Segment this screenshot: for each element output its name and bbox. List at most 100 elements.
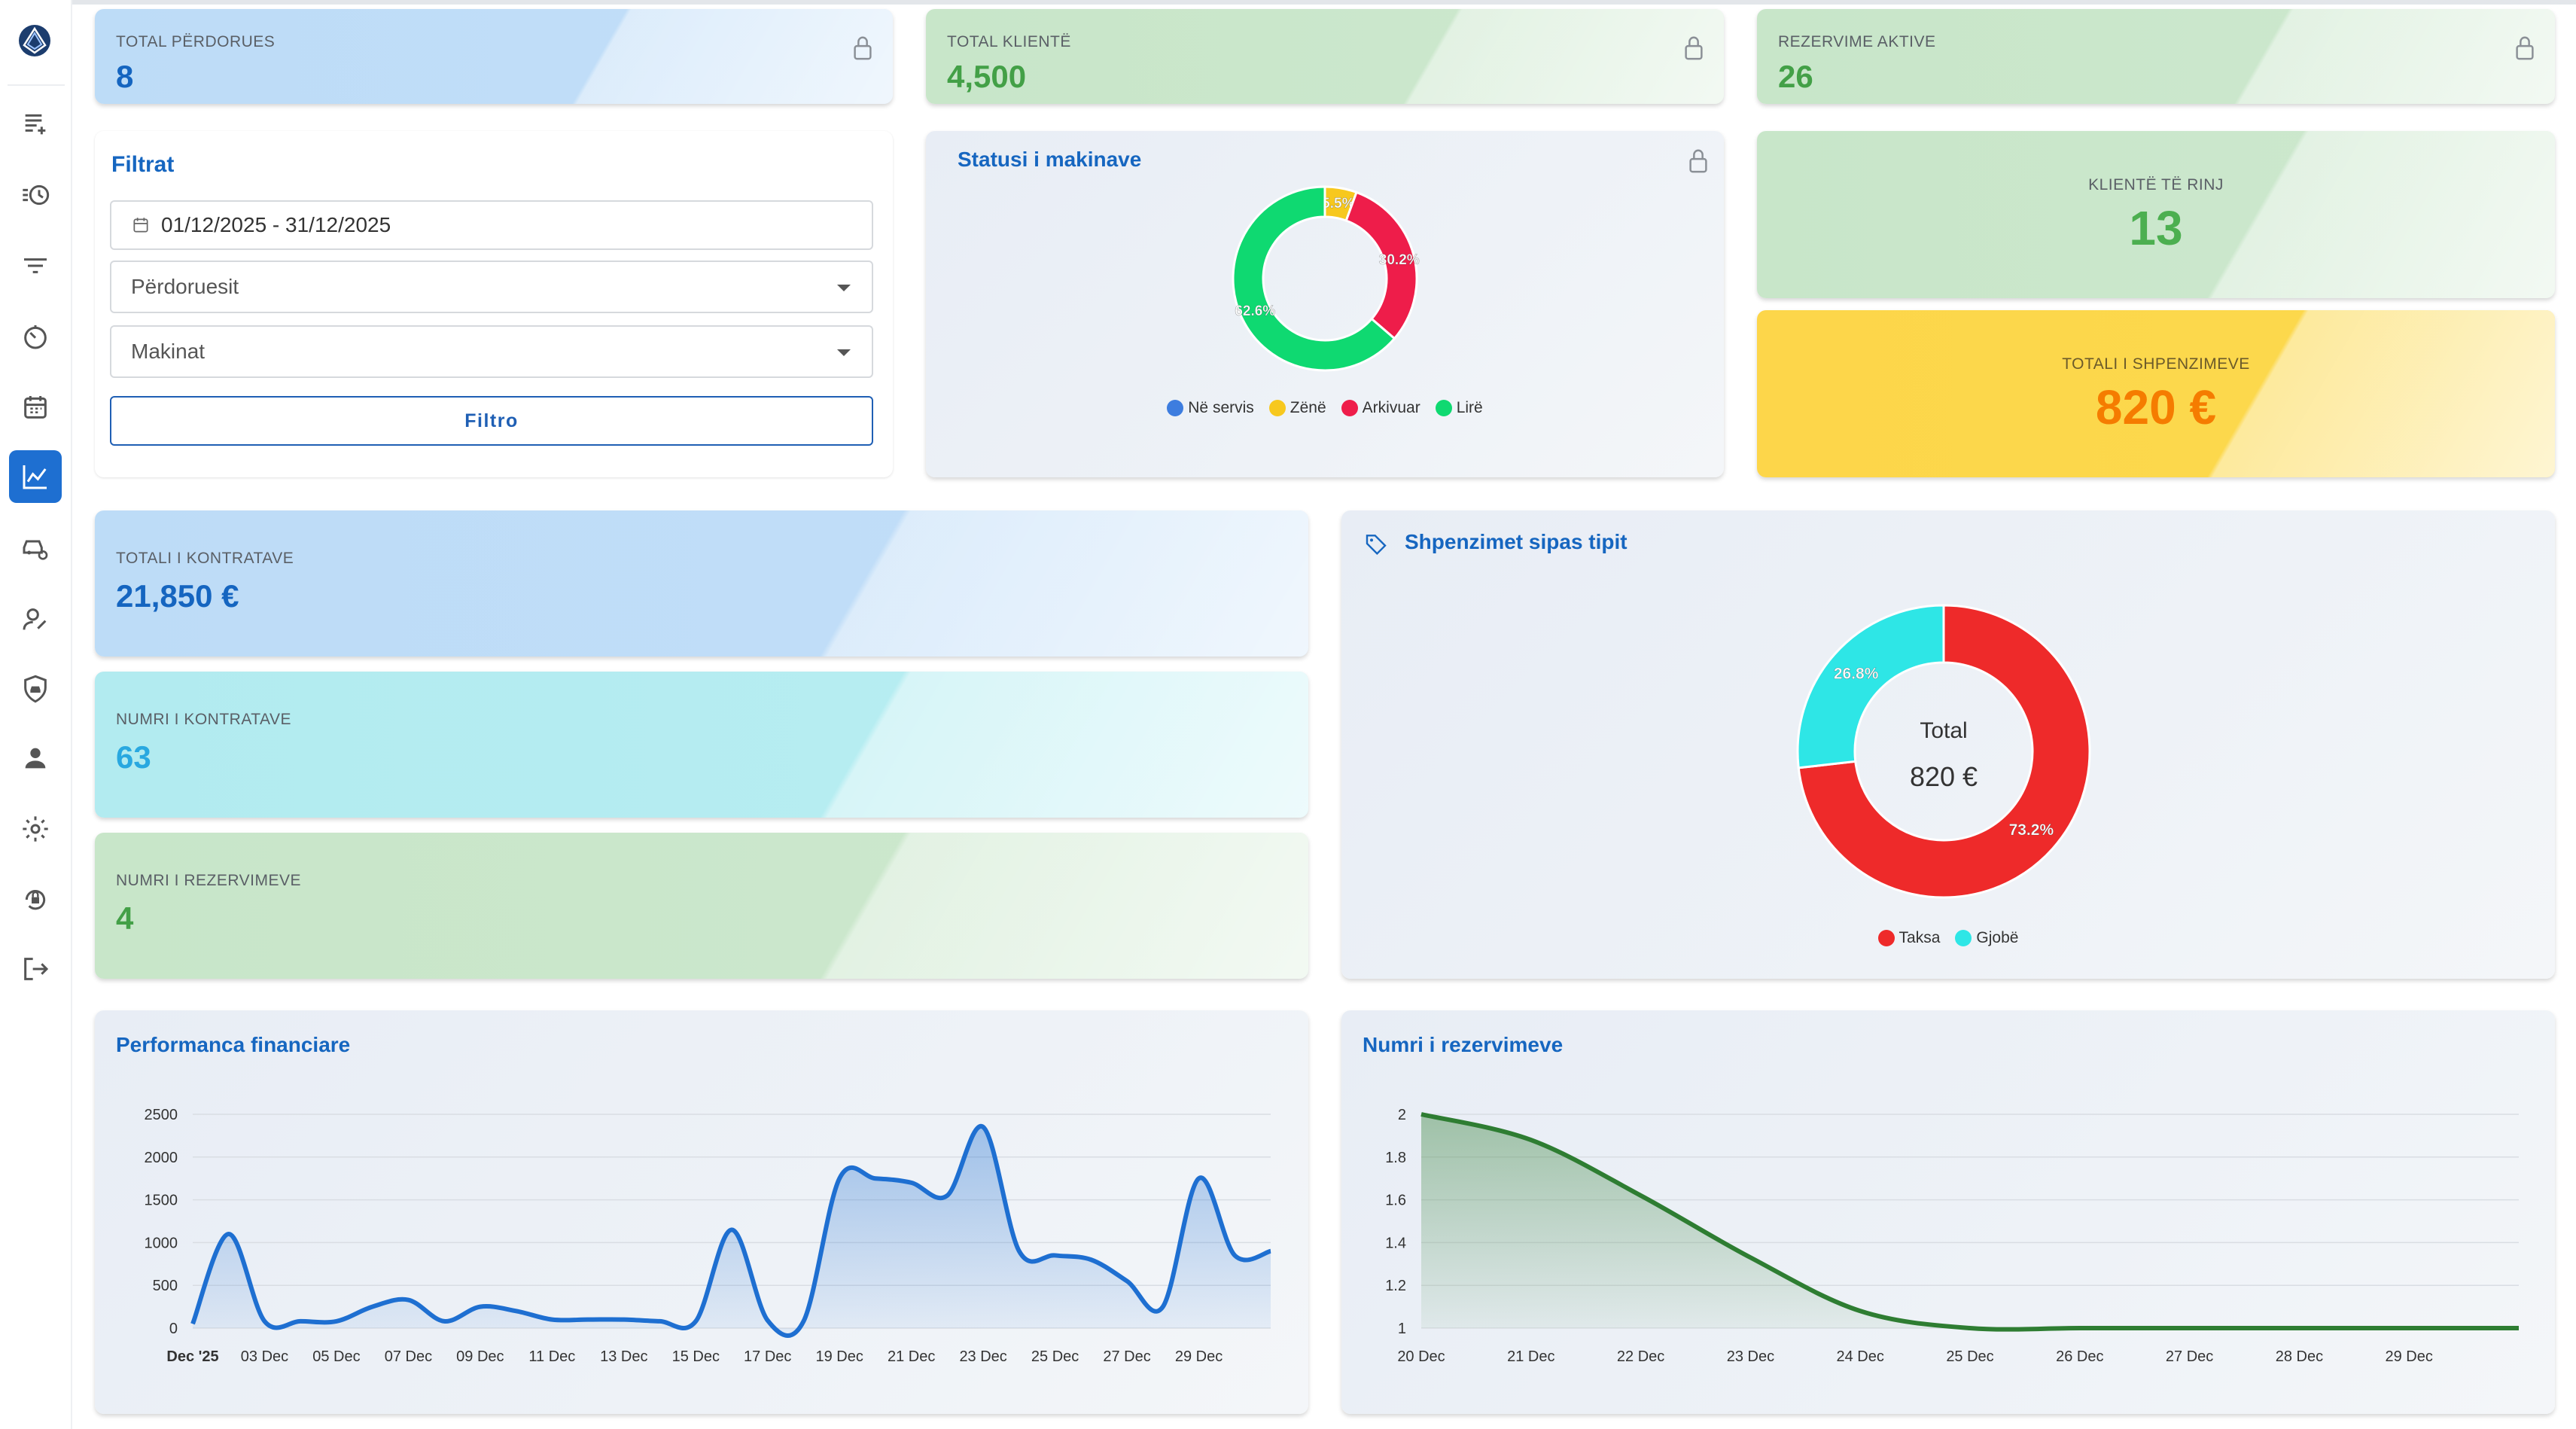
person-icon xyxy=(25,748,46,769)
date-range-input[interactable]: 01/12/2025 - 31/12/2025 xyxy=(110,200,873,250)
stat-card-reservation-count: NUMRI I REZERVIMEVE 4 xyxy=(95,833,1308,979)
y-tick-label: 1.2 xyxy=(1385,1278,1406,1294)
y-tick-label: 1.4 xyxy=(1385,1235,1406,1251)
y-tick-label: 2000 xyxy=(145,1150,178,1166)
x-tick-label: 09 Dec xyxy=(456,1348,504,1365)
x-tick-label: 13 Dec xyxy=(600,1348,647,1365)
legend-label: Lirë xyxy=(1456,399,1483,416)
sidebar-item-note-add[interactable] xyxy=(9,98,62,151)
x-tick-label: 17 Dec xyxy=(744,1348,791,1365)
x-tick-label: Dec '25 xyxy=(166,1348,218,1365)
expenses-donut: 73.2% 26.8% Total 820 € xyxy=(1796,604,2091,899)
stat-value: 820 € xyxy=(2095,380,2217,434)
stat-card-total-expenses: TOTALI I SHPENZIMEVE 820 € xyxy=(1757,310,2555,477)
filter-button[interactable]: Filtro xyxy=(110,396,873,446)
stat-label: TOTAL PËRDORUES xyxy=(116,33,276,50)
cars-select[interactable]: Makinat xyxy=(110,325,873,378)
sidebar-item-logout[interactable] xyxy=(9,943,62,995)
stat-card-total-contracts: TOTALI I KONTRATAVE 21,850 € xyxy=(95,510,1308,657)
reservations-count-panel: Numri i rezervimeve 1 1.2 1.4 1.6 1.8 2 20 Dec… xyxy=(1341,1010,2555,1414)
sidebar-divider xyxy=(8,84,65,86)
donut-center-label: Total xyxy=(1920,718,1967,743)
y-tick-label: 0 xyxy=(169,1321,178,1337)
x-tick-label: 21 Dec xyxy=(1507,1348,1554,1365)
donut-slice-label: 30.2% xyxy=(1379,252,1420,268)
donut-slice-2[interactable] xyxy=(1344,190,1418,340)
history-icon xyxy=(23,184,50,206)
stat-card-new-clients: KLIENTË TË RINJ 13 xyxy=(1757,131,2555,298)
donut-slice-1[interactable] xyxy=(1796,604,1945,769)
x-tick-label: 25 Dec xyxy=(1031,1348,1079,1365)
x-tick-label: 27 Dec xyxy=(1103,1348,1150,1365)
sidebar-item-user-edit[interactable] xyxy=(9,593,62,646)
y-tick-label: 1000 xyxy=(145,1235,178,1251)
area-fill xyxy=(1421,1114,2519,1330)
users-select[interactable]: Përdoruesit xyxy=(110,261,873,313)
sidebar-item-statistics[interactable] xyxy=(9,450,62,503)
sidebar-item-cars[interactable] xyxy=(9,523,62,575)
y-tick-label: 2 xyxy=(1398,1107,1406,1123)
legend-swatch xyxy=(1877,930,1895,946)
chevron-down-icon xyxy=(837,349,851,356)
stat-value: 21,850 € xyxy=(116,578,239,614)
stat-card-contract-count: NUMRI I KONTRATAVE 63 xyxy=(95,672,1308,818)
legend-item[interactable]: Gjobë xyxy=(1955,929,2018,947)
lock-icon xyxy=(1685,36,1703,60)
legend-item[interactable]: Arkivuar xyxy=(1341,399,1420,417)
x-tick-label: 23 Dec xyxy=(1727,1348,1774,1365)
legend-label: Zënë xyxy=(1290,399,1326,416)
donut-center-value: 820 € xyxy=(1910,761,1978,792)
stat-label: TOTALI I KONTRATAVE xyxy=(116,550,294,567)
note-add-icon xyxy=(25,114,46,135)
legend-swatch xyxy=(1268,400,1286,416)
sidebar-item-history[interactable] xyxy=(9,169,62,221)
legend-label: Taksa xyxy=(1899,929,1941,946)
x-tick-label: 07 Dec xyxy=(385,1348,432,1365)
sidebar-item-timer[interactable] xyxy=(9,310,62,363)
donut-slice-label: 26.8% xyxy=(1834,665,1879,682)
legend-swatch xyxy=(1955,930,1972,946)
car-status-legend: Në servis Zënë Arkivuar Lirë xyxy=(1137,399,1513,431)
series-line[interactable] xyxy=(190,1124,1271,1338)
gear-icon xyxy=(23,816,48,842)
donut-slice-0[interactable] xyxy=(1797,604,2091,899)
expenses-by-type-title: Shpenzimet sipas tipit xyxy=(1405,530,1628,553)
legend-swatch xyxy=(1341,400,1358,416)
stat-card-total-clients: TOTAL KLIENTË 4,500 xyxy=(926,9,1724,104)
user-edit-icon xyxy=(23,608,47,630)
y-tick-label: 1.6 xyxy=(1385,1193,1406,1209)
stat-value: 8 xyxy=(116,59,134,94)
reservations-count-title: Numri i rezervimeve xyxy=(1363,1033,1564,1056)
x-tick-label: 22 Dec xyxy=(1617,1348,1664,1365)
legend-item[interactable]: Taksa xyxy=(1877,929,1941,947)
x-tick-label: 15 Dec xyxy=(672,1348,720,1365)
donut-slice-3[interactable] xyxy=(1232,185,1396,372)
sidebar-item-filter[interactable] xyxy=(9,239,62,292)
legend-label: Gjobë xyxy=(1976,929,2019,946)
series-line[interactable] xyxy=(1420,1112,2519,1332)
donut-slice-label: 5.5% xyxy=(1322,196,1354,212)
expenses-by-type-panel: Shpenzimet sipas tipit 73.2% 26.8% Total 82… xyxy=(1341,510,2555,979)
lock-reset-icon xyxy=(25,890,46,910)
legend-label: Në servis xyxy=(1188,399,1254,416)
legend-item[interactable]: Në servis xyxy=(1167,399,1254,417)
x-tick-label: 25 Dec xyxy=(1946,1348,1993,1365)
sidebar-item-settings[interactable] xyxy=(9,803,62,855)
y-tick-label: 500 xyxy=(153,1278,178,1294)
sidebar-item-profile[interactable] xyxy=(9,732,62,785)
stat-card-total-users: TOTAL PËRDORUES 8 xyxy=(95,9,893,104)
legend-item[interactable]: Zënë xyxy=(1268,399,1326,417)
sidebar-item-calendar[interactable] xyxy=(9,381,62,434)
shield-car-icon xyxy=(24,675,47,703)
stat-value: 4 xyxy=(116,900,134,936)
x-tick-label: 29 Dec xyxy=(2386,1348,2433,1365)
legend-item[interactable]: Lirë xyxy=(1435,399,1483,417)
legend-swatch xyxy=(1435,400,1452,416)
car-status-panel: Statusi i makinave 5.5% 30.2% 62.6% Në ser… xyxy=(926,131,1724,477)
sidebar-item-insurance[interactable] xyxy=(9,663,62,715)
stat-label: KLIENTË TË RINJ xyxy=(2088,176,2224,193)
sidebar-item-lock-reset[interactable] xyxy=(9,873,62,926)
app-logo[interactable] xyxy=(17,23,53,59)
legend-label: Arkivuar xyxy=(1362,399,1420,416)
reservations-count-chart: 1 1.2 1.4 1.6 1.8 2 20 Dec 21 Dec 22 Dec 23 Dec 24… xyxy=(1385,1107,2519,1365)
